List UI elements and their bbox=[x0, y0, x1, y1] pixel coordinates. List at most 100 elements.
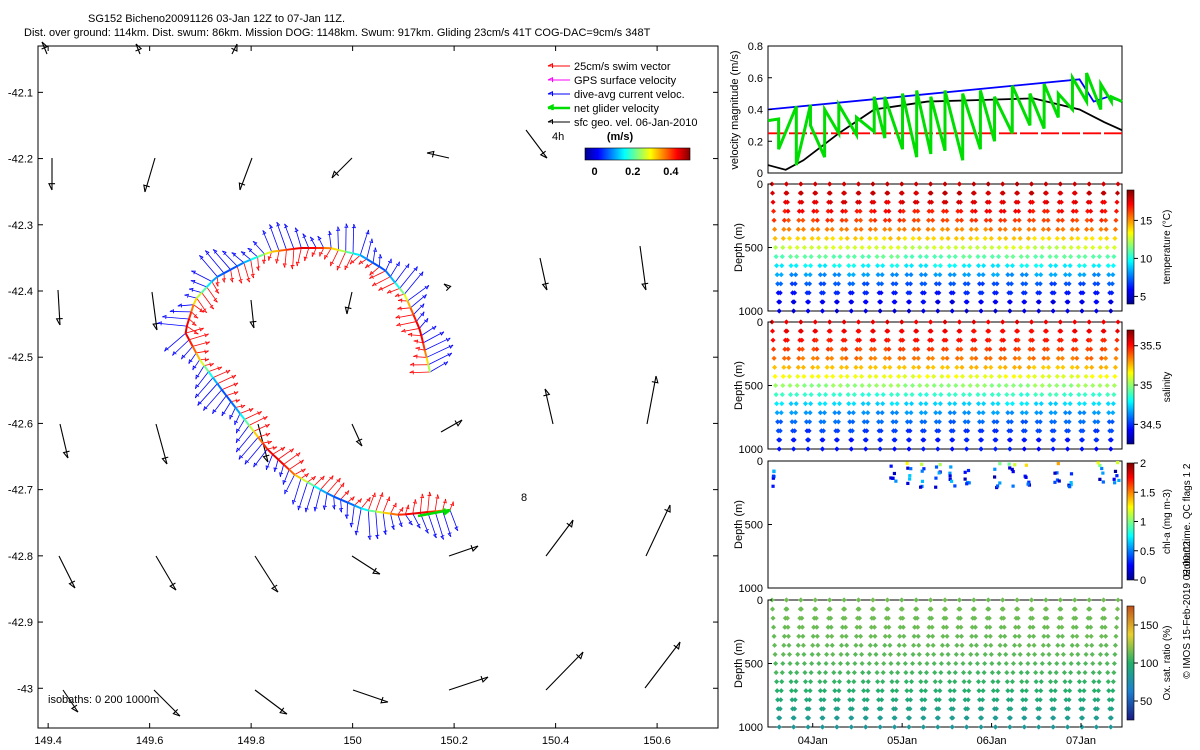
current-vector bbox=[399, 266, 418, 289]
scatter-point bbox=[1045, 355, 1051, 361]
swim-vector-head bbox=[261, 259, 267, 264]
scatter-colorbar-tick-label: 35.5 bbox=[1140, 341, 1161, 353]
scatter-point bbox=[1025, 660, 1031, 667]
scatter-point bbox=[780, 382, 786, 389]
scatter-point bbox=[777, 706, 783, 712]
track-segment bbox=[326, 492, 335, 498]
current-vector-head bbox=[405, 263, 410, 269]
scatter-point bbox=[1016, 208, 1022, 214]
scatter-point bbox=[774, 688, 780, 694]
scatter-point bbox=[921, 290, 927, 296]
geo-arrow-head bbox=[576, 651, 584, 660]
scatter-point bbox=[1000, 181, 1006, 187]
geo-arrow bbox=[231, 43, 238, 55]
swim-vector-head bbox=[214, 289, 220, 294]
scatter-point bbox=[1008, 466, 1012, 470]
scatter-point bbox=[1075, 660, 1081, 667]
scatter-point bbox=[875, 263, 881, 269]
scatter-point bbox=[1102, 624, 1108, 630]
track-segment bbox=[320, 488, 328, 495]
velocity-y-tick-label: 0 bbox=[757, 168, 763, 180]
scatter-point bbox=[792, 428, 798, 434]
scatter-point bbox=[1112, 226, 1118, 232]
scatter-point bbox=[887, 642, 893, 648]
track-segment bbox=[403, 293, 409, 302]
scatter-point bbox=[1064, 446, 1071, 452]
scatter-point bbox=[948, 477, 952, 481]
track-segment bbox=[307, 481, 315, 487]
scatter-point bbox=[1055, 364, 1061, 370]
scatter-point bbox=[1106, 697, 1112, 703]
scatter-point bbox=[827, 181, 833, 187]
scatter-point bbox=[1025, 244, 1031, 251]
track-segment bbox=[190, 304, 195, 313]
scatter-point bbox=[1022, 715, 1028, 721]
scatter-point bbox=[896, 373, 902, 379]
scatter-ylabel: Depth (m) bbox=[733, 361, 745, 410]
swim-vector-head bbox=[344, 265, 349, 270]
scatter-point bbox=[1066, 281, 1072, 287]
scatter-point bbox=[982, 660, 988, 667]
map-x-tick-label: 150.6 bbox=[643, 735, 671, 747]
scatter-point bbox=[820, 437, 826, 443]
scatter-point bbox=[839, 355, 845, 361]
swim-vector bbox=[277, 448, 294, 460]
swim-vector bbox=[340, 490, 350, 500]
scatter-point bbox=[1074, 217, 1080, 223]
swim-vector-head bbox=[371, 492, 376, 498]
scatter-point bbox=[953, 651, 959, 657]
scatter-point bbox=[1048, 263, 1054, 269]
scatter-point bbox=[1011, 642, 1018, 648]
scatter-point bbox=[908, 401, 915, 407]
track-segment bbox=[198, 358, 205, 367]
scatter-point bbox=[1000, 606, 1006, 612]
isobaths-label: isobaths: 0 200 1000m bbox=[48, 694, 159, 706]
scatter-colorbar-label: salinity bbox=[1162, 372, 1173, 403]
scatter-point bbox=[866, 382, 872, 389]
scatter-point bbox=[964, 715, 970, 721]
scatter-point bbox=[843, 624, 849, 630]
scatter-point bbox=[1083, 651, 1089, 657]
scatter-point bbox=[875, 688, 881, 694]
scatter-point bbox=[893, 419, 899, 425]
scatter-point bbox=[863, 299, 869, 305]
scatter-point bbox=[979, 437, 985, 443]
swim-vector-head bbox=[199, 327, 204, 332]
scatter-point bbox=[1083, 660, 1089, 667]
scatter-point bbox=[858, 633, 864, 639]
scatter-point bbox=[1026, 355, 1032, 361]
geo-arrow bbox=[646, 375, 657, 425]
current-vector-head bbox=[367, 535, 372, 541]
scatter-point bbox=[1074, 642, 1080, 648]
scatter-point bbox=[987, 633, 993, 639]
scatter-point bbox=[1104, 373, 1110, 379]
map-x-tick-label: 149.4 bbox=[34, 735, 62, 747]
scatter-point bbox=[1018, 660, 1024, 667]
track-segment bbox=[203, 365, 210, 373]
scatter-point bbox=[1108, 308, 1114, 314]
scatter-point bbox=[798, 597, 804, 603]
scatter-point bbox=[938, 392, 944, 398]
scatter-point bbox=[1008, 419, 1014, 425]
scatter-point bbox=[1070, 217, 1076, 223]
swim-vector-head bbox=[238, 279, 243, 284]
geo-arrow-head bbox=[651, 375, 659, 384]
scatter-point bbox=[1007, 299, 1013, 305]
scatter-point bbox=[1072, 319, 1078, 325]
scatter-point bbox=[828, 208, 834, 214]
scatter-point bbox=[808, 401, 814, 407]
scatter-point bbox=[996, 670, 1002, 676]
scatter-point bbox=[965, 290, 971, 296]
scatter-point bbox=[1008, 428, 1014, 434]
scatter-point bbox=[1010, 670, 1016, 676]
scatter-point bbox=[920, 479, 925, 483]
scatter-point bbox=[1041, 217, 1047, 223]
map-colorbar-tick-label: 0 bbox=[591, 166, 597, 178]
swim-vector-head bbox=[221, 278, 227, 283]
geo-arrow-head bbox=[41, 41, 49, 50]
scatter-point bbox=[874, 670, 880, 676]
scatter-point bbox=[1060, 651, 1066, 657]
current-vector-head bbox=[387, 258, 392, 264]
scatter-point bbox=[1057, 479, 1061, 483]
